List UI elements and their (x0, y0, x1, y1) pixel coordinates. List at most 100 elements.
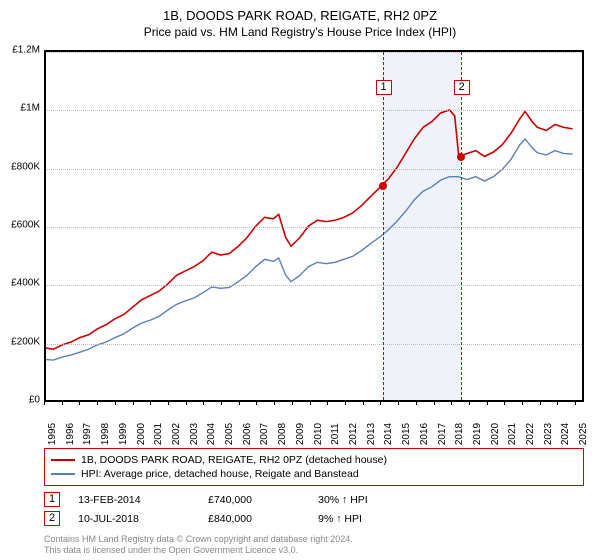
legend-swatch (51, 473, 75, 475)
x-tick-label: 2024 (560, 423, 571, 445)
chart-svg (44, 52, 582, 400)
marker-dot (379, 182, 387, 190)
x-tick (310, 400, 311, 405)
sales-delta: 30% ↑ HPI (318, 494, 418, 506)
x-tick-label: 2013 (366, 423, 377, 445)
x-tick (380, 400, 381, 405)
legend-item: 1B, DOODS PARK ROAD, REIGATE, RH2 0PZ (d… (51, 453, 577, 467)
x-tick (292, 400, 293, 405)
footer-line-1: Contains HM Land Registry data © Crown c… (44, 534, 353, 545)
x-tick-label: 2020 (490, 423, 501, 445)
gridline (44, 52, 582, 53)
gridline (44, 285, 582, 286)
x-tick-label: 2001 (153, 423, 164, 445)
x-tick-label: 2007 (259, 423, 270, 445)
x-tick (256, 400, 257, 405)
x-tick (416, 400, 417, 405)
gridline (44, 110, 582, 111)
x-tick (115, 400, 116, 405)
marker-dot (457, 153, 465, 161)
x-tick-label: 2011 (330, 423, 341, 445)
x-tick (487, 400, 488, 405)
x-tick (469, 400, 470, 405)
y-tick-label: £400K (11, 278, 40, 289)
legend-label: HPI: Average price, detached house, Reig… (81, 468, 359, 480)
gridline (44, 344, 582, 345)
x-tick (168, 400, 169, 405)
x-tick (363, 400, 364, 405)
x-tick (345, 400, 346, 405)
gridline (44, 227, 582, 228)
footer-line-2: This data is licensed under the Open Gov… (44, 545, 353, 556)
x-tick-label: 2005 (224, 423, 235, 445)
x-tick-label: 2018 (454, 423, 465, 445)
x-tick-label: 2009 (295, 423, 306, 445)
y-tick-label: £1M (21, 103, 40, 114)
marker-label: 1 (376, 80, 392, 95)
sales-row: 113-FEB-2014£740,00030% ↑ HPI (44, 490, 584, 509)
x-tick (522, 400, 523, 405)
x-tick-label: 2017 (437, 423, 448, 445)
x-tick (133, 400, 134, 405)
x-tick-label: 1996 (65, 423, 76, 445)
x-tick-label: 2022 (525, 423, 536, 445)
legend-label: 1B, DOODS PARK ROAD, REIGATE, RH2 0PZ (d… (81, 454, 387, 466)
x-tick (540, 400, 541, 405)
series-line-property (45, 110, 573, 349)
x-tick (150, 400, 151, 405)
footer-attribution: Contains HM Land Registry data © Crown c… (44, 534, 353, 556)
sales-price: £840,000 (208, 513, 318, 525)
y-axis-line (44, 50, 46, 400)
y-tick-label: £600K (11, 220, 40, 231)
marker-line (383, 52, 384, 400)
x-tick-label: 2000 (136, 423, 147, 445)
x-tick (575, 400, 576, 405)
legend: 1B, DOODS PARK ROAD, REIGATE, RH2 0PZ (d… (44, 448, 584, 486)
x-tick-label: 2003 (189, 423, 200, 445)
sales-date: 13-FEB-2014 (78, 494, 208, 506)
x-tick (327, 400, 328, 405)
x-tick (221, 400, 222, 405)
x-tick (62, 400, 63, 405)
y-tick-label: £800K (11, 161, 40, 172)
chart-title: 1B, DOODS PARK ROAD, REIGATE, RH2 0PZ (0, 0, 600, 23)
x-tick (79, 400, 80, 405)
x-tick-label: 2025 (578, 423, 589, 445)
x-tick (274, 400, 275, 405)
y-tick-label: £0 (29, 395, 40, 406)
x-tick (398, 400, 399, 405)
x-tick-label: 2023 (543, 423, 554, 445)
x-tick-label: 2015 (401, 423, 412, 445)
plot-area: 12 (44, 50, 584, 400)
sales-row: 210-JUL-2018£840,0009% ↑ HPI (44, 509, 584, 528)
chart-container: 1B, DOODS PARK ROAD, REIGATE, RH2 0PZ Pr… (0, 0, 600, 560)
x-tick-label: 2002 (171, 423, 182, 445)
x-tick (451, 400, 452, 405)
marker-line (461, 52, 462, 400)
series-line-hpi (45, 139, 573, 360)
x-tick (504, 400, 505, 405)
x-tick-label: 1999 (118, 423, 129, 445)
x-tick (434, 400, 435, 405)
y-tick-label: £1.2M (12, 45, 40, 56)
x-tick (239, 400, 240, 405)
x-axis: 1995199619971998199920002001200220032004… (44, 404, 584, 444)
x-tick-label: 2006 (242, 423, 253, 445)
x-axis-line (44, 400, 584, 402)
x-tick (44, 400, 45, 405)
legend-item: HPI: Average price, detached house, Reig… (51, 467, 577, 481)
x-tick-label: 2012 (348, 423, 359, 445)
gridline (44, 169, 582, 170)
sales-delta: 9% ↑ HPI (318, 513, 418, 525)
y-tick-label: £200K (11, 336, 40, 347)
sales-table: 113-FEB-2014£740,00030% ↑ HPI210-JUL-201… (44, 490, 584, 528)
x-tick-label: 1995 (47, 423, 58, 445)
marker-label: 2 (454, 80, 470, 95)
x-tick (203, 400, 204, 405)
x-tick-label: 2019 (472, 423, 483, 445)
chart-subtitle: Price paid vs. HM Land Registry's House … (0, 23, 600, 39)
x-tick (557, 400, 558, 405)
x-tick-label: 2021 (507, 423, 518, 445)
y-axis: £0£200K£400K£600K£800K£1M£1.2M (0, 50, 44, 400)
x-tick-label: 2008 (277, 423, 288, 445)
